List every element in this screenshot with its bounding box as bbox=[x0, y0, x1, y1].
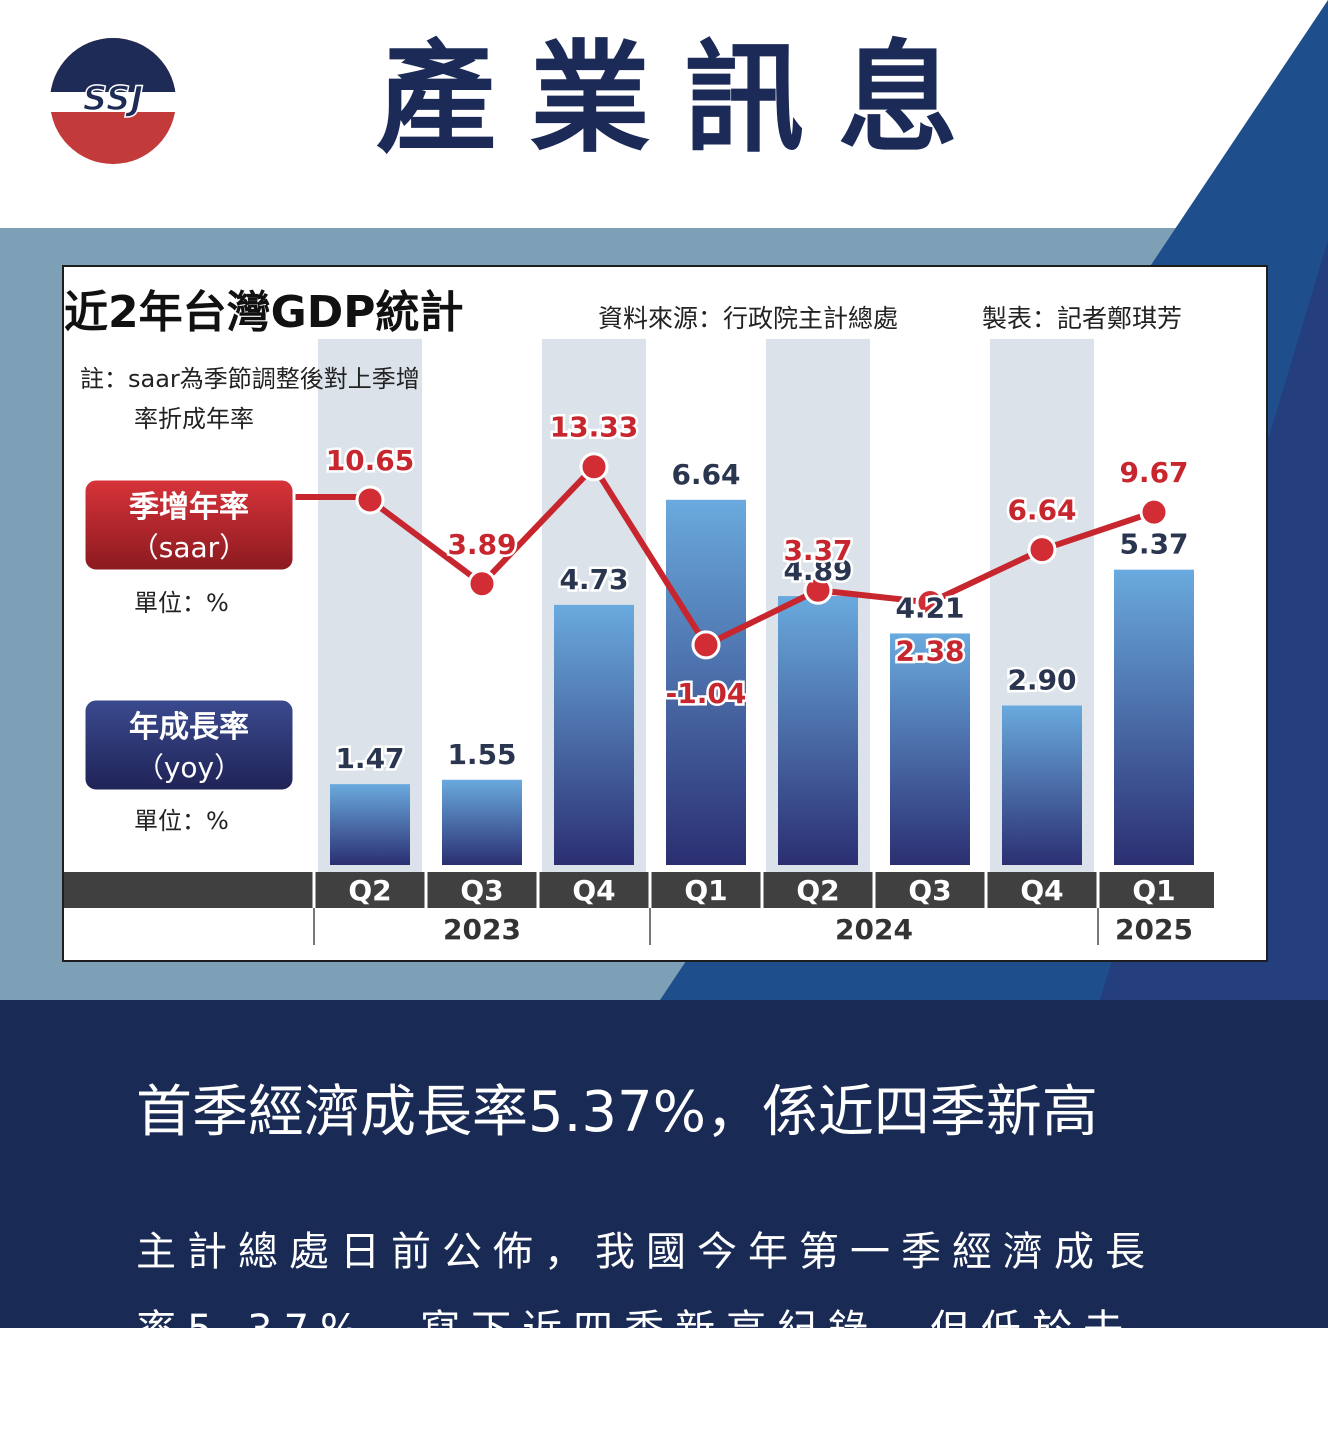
category-tick-label: Q2 bbox=[796, 874, 839, 907]
yoy-bar bbox=[778, 596, 858, 865]
saar-value-label: -1.04 bbox=[666, 677, 747, 710]
saar-point bbox=[691, 630, 721, 660]
category-tick-label: Q3 bbox=[908, 874, 951, 907]
category-tick-label: Q4 bbox=[572, 874, 615, 907]
saar-value-label: 2.38 bbox=[895, 634, 964, 667]
yoy-value-label: 6.64 bbox=[671, 458, 740, 491]
chart-title: 近2年台灣GDP統計 bbox=[64, 287, 464, 338]
saar-point bbox=[1027, 535, 1057, 565]
yoy-bar bbox=[666, 499, 746, 865]
yoy-value-label: 4.21 bbox=[895, 591, 964, 624]
saar-value-label: 3.37 bbox=[783, 534, 852, 567]
article-headline: 首季經濟成長率5.37%，係近四季新高 bbox=[136, 1080, 1098, 1145]
chart-note-line1: 註：saar為季節調整後對上季增 bbox=[80, 365, 420, 393]
yoy-value-label: 1.47 bbox=[335, 742, 404, 775]
saar-value-label: 9.67 bbox=[1119, 456, 1188, 489]
logo-text: SSJ bbox=[83, 79, 143, 119]
category-tick-label: Q1 bbox=[684, 874, 727, 907]
year-label: 2024 bbox=[835, 913, 913, 946]
chart-note-line2: 率折成年率 bbox=[134, 405, 254, 433]
saar-legend: 季增年率 （saar） 單位：% bbox=[82, 477, 370, 617]
saar-line bbox=[368, 463, 1155, 648]
yoy-legend: 年成長率 （yoy） 單位：% bbox=[82, 697, 296, 835]
saar-unit: 單位：% bbox=[134, 589, 229, 617]
saar-value-label: 3.89 bbox=[447, 528, 516, 561]
yoy-value-label: 4.73 bbox=[559, 563, 628, 596]
category-tick-label: Q4 bbox=[1020, 874, 1063, 907]
yoy-unit: 單位：% bbox=[134, 807, 229, 835]
saar-point bbox=[579, 452, 609, 482]
saar-point bbox=[467, 569, 497, 599]
category-axis-bar bbox=[64, 872, 1214, 908]
saar-point bbox=[1139, 497, 1169, 527]
chart-source: 資料來源：行政院主計總處 bbox=[598, 304, 898, 333]
year-label: 2025 bbox=[1115, 913, 1193, 946]
yoy-legend-sub: （yoy） bbox=[136, 751, 242, 784]
saar-point bbox=[803, 575, 833, 605]
chart-author: 製表：記者鄭琪芳 bbox=[982, 304, 1182, 333]
page-title: 產業訊息 bbox=[376, 30, 992, 169]
yoy-bar bbox=[1114, 569, 1194, 865]
saar-point bbox=[915, 587, 945, 617]
saar-value-label: 13.33 bbox=[550, 411, 639, 444]
category-tick-label: Q3 bbox=[460, 874, 503, 907]
yoy-value-label: 5.37 bbox=[1119, 528, 1188, 561]
gdp-chart: 近2年台灣GDP統計 資料來源：行政院主計總處 製表：記者鄭琪芳 註：saar為… bbox=[64, 287, 1214, 946]
column-shade bbox=[318, 339, 422, 872]
yoy-value-label: 4.89 bbox=[783, 554, 852, 587]
category-tick-label: Q1 bbox=[1132, 874, 1175, 907]
yoy-value-label: 2.90 bbox=[1007, 664, 1076, 697]
chart-panel: 近2年台灣GDP統計 資料來源：行政院主計總處 製表：記者鄭琪芳 註：saar為… bbox=[62, 265, 1268, 962]
category-tick-label: Q2 bbox=[348, 874, 391, 907]
yoy-value-label: 1.55 bbox=[447, 738, 516, 771]
year-label: 2023 bbox=[443, 913, 521, 946]
saar-value-label: 6.64 bbox=[1007, 494, 1076, 527]
saar-point bbox=[355, 485, 385, 515]
yoy-bar bbox=[554, 604, 634, 865]
yoy-legend-label: 年成長率 bbox=[129, 710, 249, 745]
saar-legend-sub: （saar） bbox=[131, 531, 247, 564]
ssj-logo: SSJ bbox=[48, 38, 178, 164]
saar-legend-label: 季增年率 bbox=[129, 490, 249, 525]
yoy-bar bbox=[442, 779, 522, 865]
saar-value-label: 10.65 bbox=[326, 444, 415, 477]
yoy-bar bbox=[330, 784, 410, 865]
yoy-bar bbox=[1002, 705, 1082, 865]
yoy-bar bbox=[890, 633, 970, 865]
article-body: 主計總處日前公佈，我國今年第一季經濟成長率5.37%，寫下近四季新高紀錄，但低於… bbox=[136, 1229, 1156, 1431]
